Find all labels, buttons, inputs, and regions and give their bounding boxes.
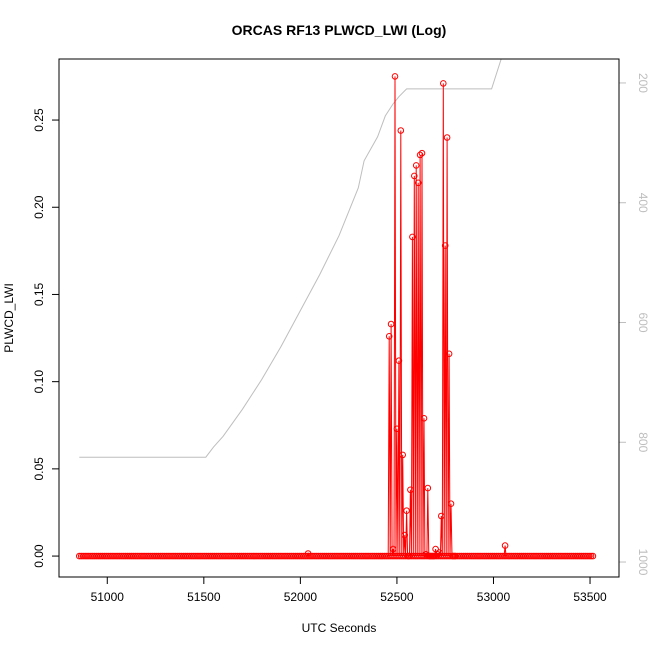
y2-tick-label: 600 [636,312,650,332]
y-axis-label: PLWCD_LWI [2,283,16,353]
data-point [424,484,432,492]
data-point [393,425,401,433]
data-point [401,531,409,539]
data-point [397,127,405,134]
secondary-series-line [79,59,502,458]
data-point [585,552,593,560]
x-tick-label: 53000 [477,590,511,604]
data-point [587,552,595,560]
data-point [399,451,407,459]
x-axis-label: UTC Seconds [302,621,377,635]
axes: 51000 51500 52000 52500 53000 53500 0.00 0.05 0.… [32,73,650,604]
data-point [501,542,509,549]
data-point [441,242,449,249]
data-point [440,80,447,87]
chart-title: ORCAS RF13 PLWCD_LWI (Log) [232,22,447,38]
y2-tick-label: 800 [636,432,650,452]
data-point [438,512,445,520]
data-point [416,151,424,159]
data-point [403,507,410,515]
data-point [443,134,451,141]
y2-tick-label: 400 [636,193,650,213]
x-tick-label: 51000 [91,590,125,604]
plot-frame [58,58,620,578]
data-point [445,350,453,358]
x-tick-label: 53500 [573,590,607,604]
data-point [389,545,397,553]
data-point [395,357,403,365]
x-tick-label: 52500 [380,590,414,604]
data-point [387,320,395,328]
x-tick-label: 52000 [284,590,318,604]
y-tick-label: 0.15 [32,282,46,306]
y-tick-label: 0.05 [32,457,46,481]
data-point [409,233,416,241]
data-point [385,333,393,340]
y-tick-label: 0.25 [32,108,46,132]
x-tick-label: 51500 [187,590,221,604]
data-point [420,415,428,422]
y2-tick-label: 200 [636,73,650,93]
data-point [407,486,414,494]
data-point [418,149,426,157]
data-point [412,162,420,169]
data-point [447,500,455,508]
plot-area [76,59,597,560]
y-tick-label: 0.00 [32,544,46,568]
y-tick-label: 0.20 [32,195,46,219]
y2-tick-label: 1000 [636,549,650,576]
data-point [414,179,422,187]
y-tick-label: 0.10 [32,370,46,394]
data-point [411,172,418,180]
data-point [391,73,399,80]
data-point [589,552,597,560]
